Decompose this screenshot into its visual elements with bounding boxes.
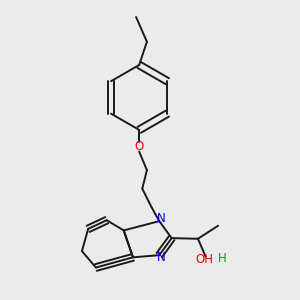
Text: O: O (135, 140, 144, 153)
Text: H: H (218, 252, 226, 265)
Text: N: N (156, 212, 165, 225)
Text: N: N (156, 251, 165, 264)
Text: OH: OH (195, 253, 213, 266)
